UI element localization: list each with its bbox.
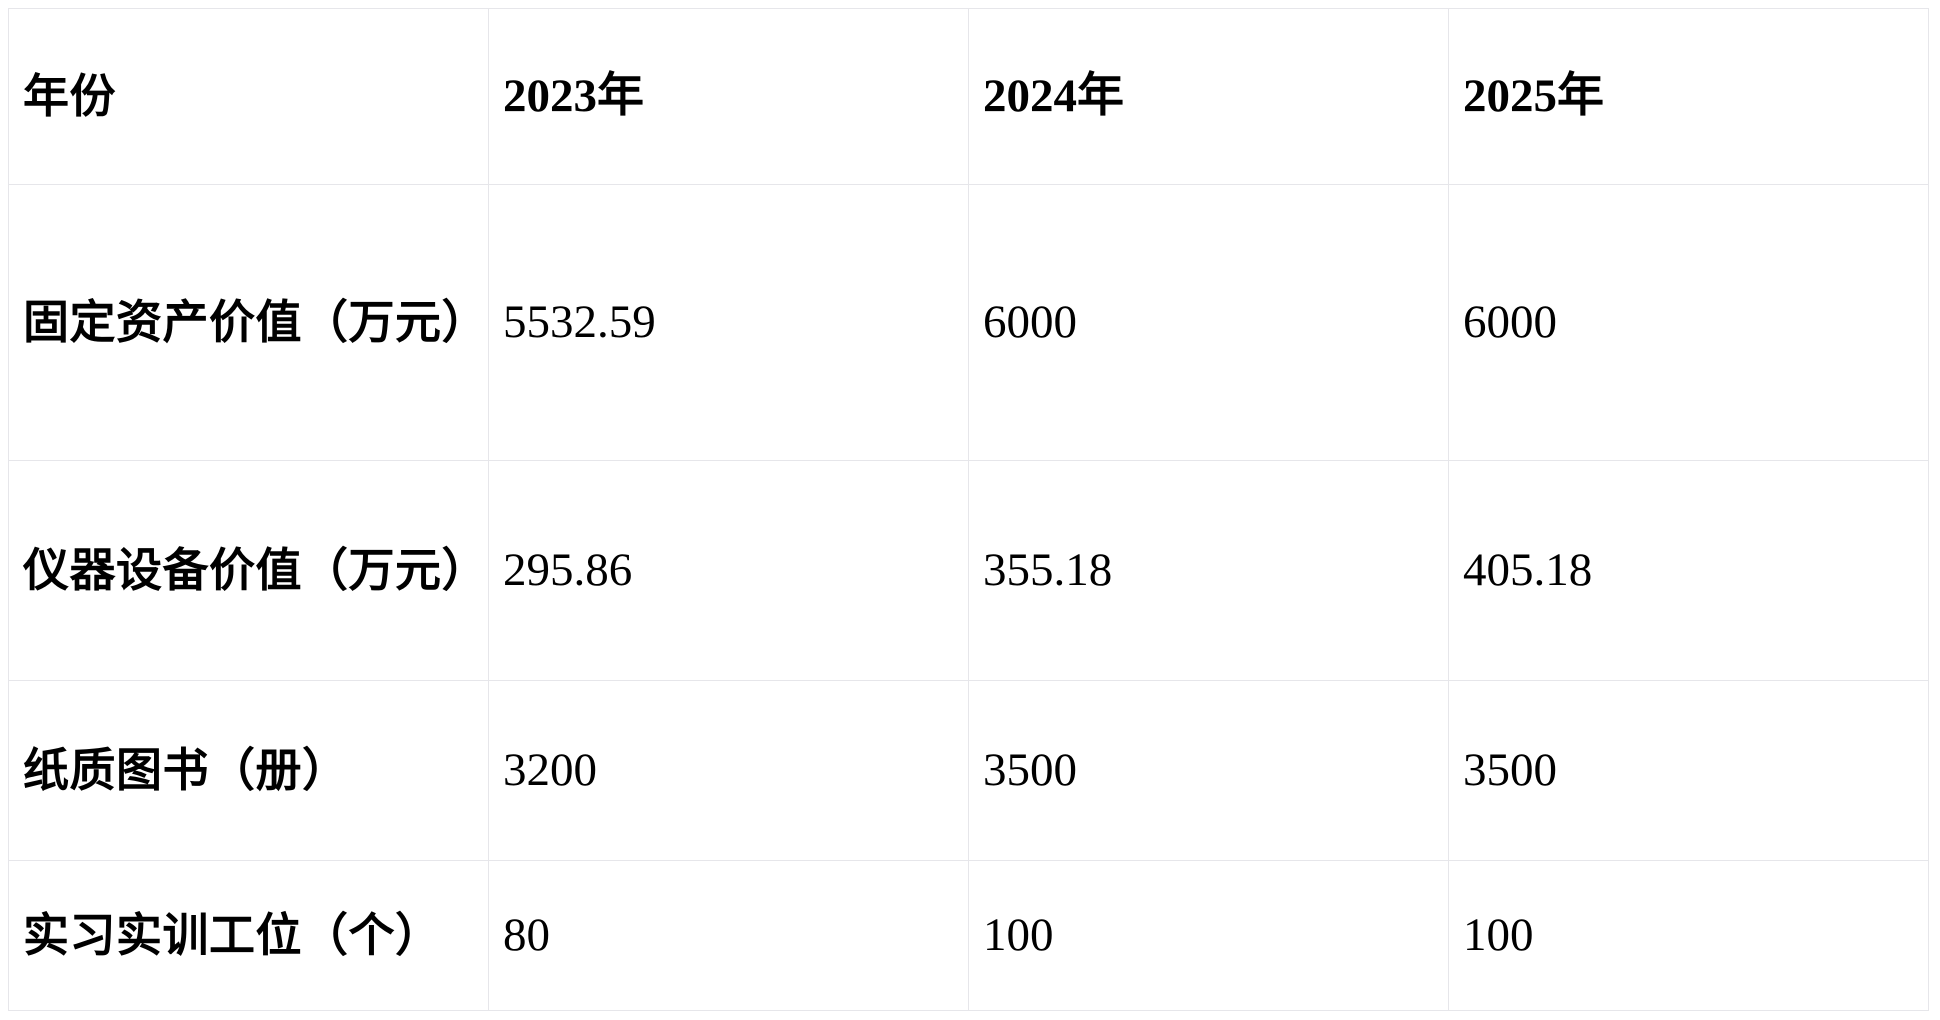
table-header-row: 年份 2023年 2024年 2025年 xyxy=(8,8,1929,185)
row-label-training-stations: 实习实训工位（个） xyxy=(8,860,489,1011)
cell-instrument-value-2023: 295.86 xyxy=(488,460,969,681)
resource-allocation-table: 年份 2023年 2024年 2025年 固定资产价值（万元） 5532.59 … xyxy=(8,8,1929,1011)
cell-training-stations-2024: 100 xyxy=(968,860,1449,1011)
cell-fixed-assets-2024: 6000 xyxy=(968,184,1449,461)
cell-instrument-value-2025: 405.18 xyxy=(1448,460,1929,681)
column-header-year-label: 年份 xyxy=(8,8,489,185)
row-label-instrument-value: 仪器设备价值（万元） xyxy=(8,460,489,681)
cell-training-stations-2023: 80 xyxy=(488,860,969,1011)
table-row: 纸质图书（册） 3200 3500 3500 xyxy=(8,680,1929,861)
cell-fixed-assets-2025: 6000 xyxy=(1448,184,1929,461)
cell-training-stations-2025: 100 xyxy=(1448,860,1929,1011)
row-label-paper-books: 纸质图书（册） xyxy=(8,680,489,861)
cell-fixed-assets-2023: 5532.59 xyxy=(488,184,969,461)
table-row: 固定资产价值（万元） 5532.59 6000 6000 xyxy=(8,184,1929,461)
column-header-2024: 2024年 xyxy=(968,8,1449,185)
cell-paper-books-2023: 3200 xyxy=(488,680,969,861)
cell-paper-books-2025: 3500 xyxy=(1448,680,1929,861)
table-row: 仪器设备价值（万元） 295.86 355.18 405.18 xyxy=(8,460,1929,681)
table-row: 实习实训工位（个） 80 100 100 xyxy=(8,860,1929,1011)
column-header-2025: 2025年 xyxy=(1448,8,1929,185)
resource-allocation-table-container: 年份 2023年 2024年 2025年 固定资产价值（万元） 5532.59 … xyxy=(8,8,1929,1011)
row-label-fixed-assets: 固定资产价值（万元） xyxy=(8,184,489,461)
cell-paper-books-2024: 3500 xyxy=(968,680,1449,861)
cell-instrument-value-2024: 355.18 xyxy=(968,460,1449,681)
column-header-2023: 2023年 xyxy=(488,8,969,185)
